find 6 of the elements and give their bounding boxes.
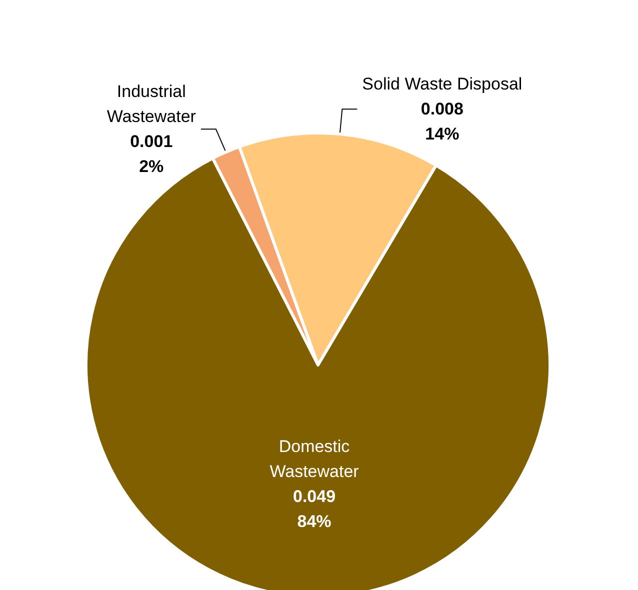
- slice-label: Solid Waste Disposal: [362, 74, 522, 94]
- slice-label: Domestic Wastewater: [270, 436, 360, 481]
- data-label: 0.008 14%: [420, 100, 464, 144]
- slice-label: Industrial Wastewater: [106, 82, 196, 126]
- data-label: 0.049 84%: [292, 486, 336, 531]
- data-label: 0.001 2%: [130, 132, 173, 176]
